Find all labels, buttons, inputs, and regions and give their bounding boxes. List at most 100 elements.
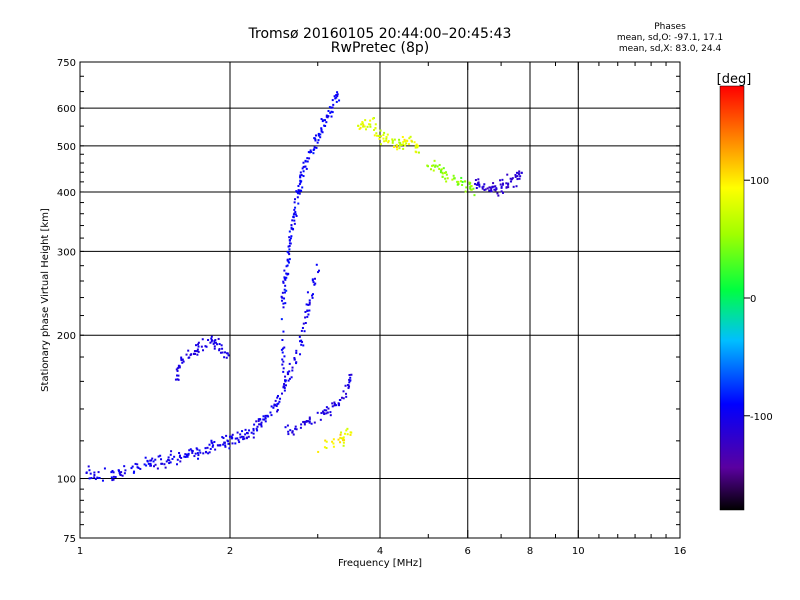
data-point (396, 144, 399, 147)
data-point (416, 146, 419, 149)
data-point (499, 179, 502, 182)
data-point (342, 397, 345, 400)
data-point (307, 420, 310, 423)
data-point (311, 278, 314, 281)
data-point (400, 143, 403, 146)
data-point (301, 341, 304, 344)
data-point (110, 471, 113, 474)
data-point (147, 462, 150, 465)
colorbar-tick-label: -100 (750, 412, 773, 423)
data-point (302, 420, 305, 423)
data-point (321, 410, 324, 413)
data-point (256, 425, 259, 428)
data-point (178, 366, 181, 369)
data-point (472, 187, 475, 190)
data-point (96, 476, 99, 479)
data-point (269, 411, 272, 414)
data-point (310, 422, 313, 425)
data-point (300, 189, 303, 192)
data-point (205, 345, 208, 348)
data-point (218, 348, 221, 351)
data-point (149, 464, 152, 467)
data-point (327, 407, 330, 410)
data-point (330, 115, 333, 118)
data-point (514, 173, 517, 176)
data-point (434, 164, 437, 167)
data-point (321, 131, 324, 134)
data-point (304, 316, 307, 319)
colorbar-label: [deg] (717, 72, 752, 87)
data-point (323, 124, 326, 127)
data-point (325, 447, 328, 450)
data-point (210, 335, 213, 338)
data-point (226, 352, 229, 355)
data-point (332, 103, 335, 106)
data-point (174, 378, 177, 381)
data-point (224, 445, 227, 448)
data-point (464, 190, 467, 193)
data-point (288, 248, 291, 251)
data-point (211, 445, 214, 448)
data-point (159, 454, 162, 457)
data-point (224, 444, 227, 447)
data-point (196, 353, 199, 356)
data-point (385, 136, 388, 139)
data-point (461, 183, 464, 186)
data-point (288, 239, 291, 242)
data-point (284, 375, 287, 378)
data-point (293, 219, 296, 222)
data-point (123, 472, 126, 475)
data-point (188, 449, 191, 452)
data-point (290, 226, 293, 229)
data-point (272, 406, 275, 409)
data-point (253, 423, 256, 426)
data-point (374, 123, 377, 126)
data-point (475, 183, 478, 186)
phase-stats-x: mean, sd,X: 83.0, 24.4 (618, 44, 722, 54)
data-point (315, 146, 318, 149)
data-point (482, 185, 485, 188)
data-point (511, 177, 514, 180)
data-point (280, 318, 283, 321)
data-point (436, 165, 439, 168)
data-point (327, 115, 330, 118)
data-point (88, 477, 91, 480)
data-point (379, 129, 382, 132)
data-point (202, 349, 205, 352)
data-point (329, 111, 332, 114)
data-point (287, 430, 290, 433)
data-point (289, 237, 292, 240)
data-point (298, 192, 301, 195)
data-point (286, 250, 289, 253)
data-point (161, 462, 164, 465)
data-point (460, 180, 463, 183)
data-point (407, 143, 410, 146)
data-point (214, 341, 217, 344)
data-point (252, 429, 255, 432)
data-point (177, 374, 180, 377)
data-point (493, 188, 496, 191)
data-point (300, 173, 303, 176)
data-point (212, 342, 215, 345)
data-point (178, 455, 181, 458)
data-point (283, 277, 286, 280)
data-point (337, 402, 340, 405)
data-point (350, 431, 353, 434)
data-point (319, 133, 322, 136)
data-point (231, 433, 234, 436)
data-point (196, 343, 199, 346)
data-point (257, 418, 260, 421)
data-point (282, 280, 285, 283)
data-point (294, 427, 297, 430)
data-point (283, 269, 286, 272)
data-point (335, 96, 338, 99)
data-point (90, 477, 93, 480)
data-point (286, 371, 289, 374)
data-point (478, 185, 481, 188)
data-point (255, 427, 258, 430)
data-point (306, 291, 309, 294)
data-point (309, 149, 312, 152)
data-point (343, 439, 346, 442)
x-tick-label: 2 (227, 546, 233, 557)
data-point (255, 420, 258, 423)
